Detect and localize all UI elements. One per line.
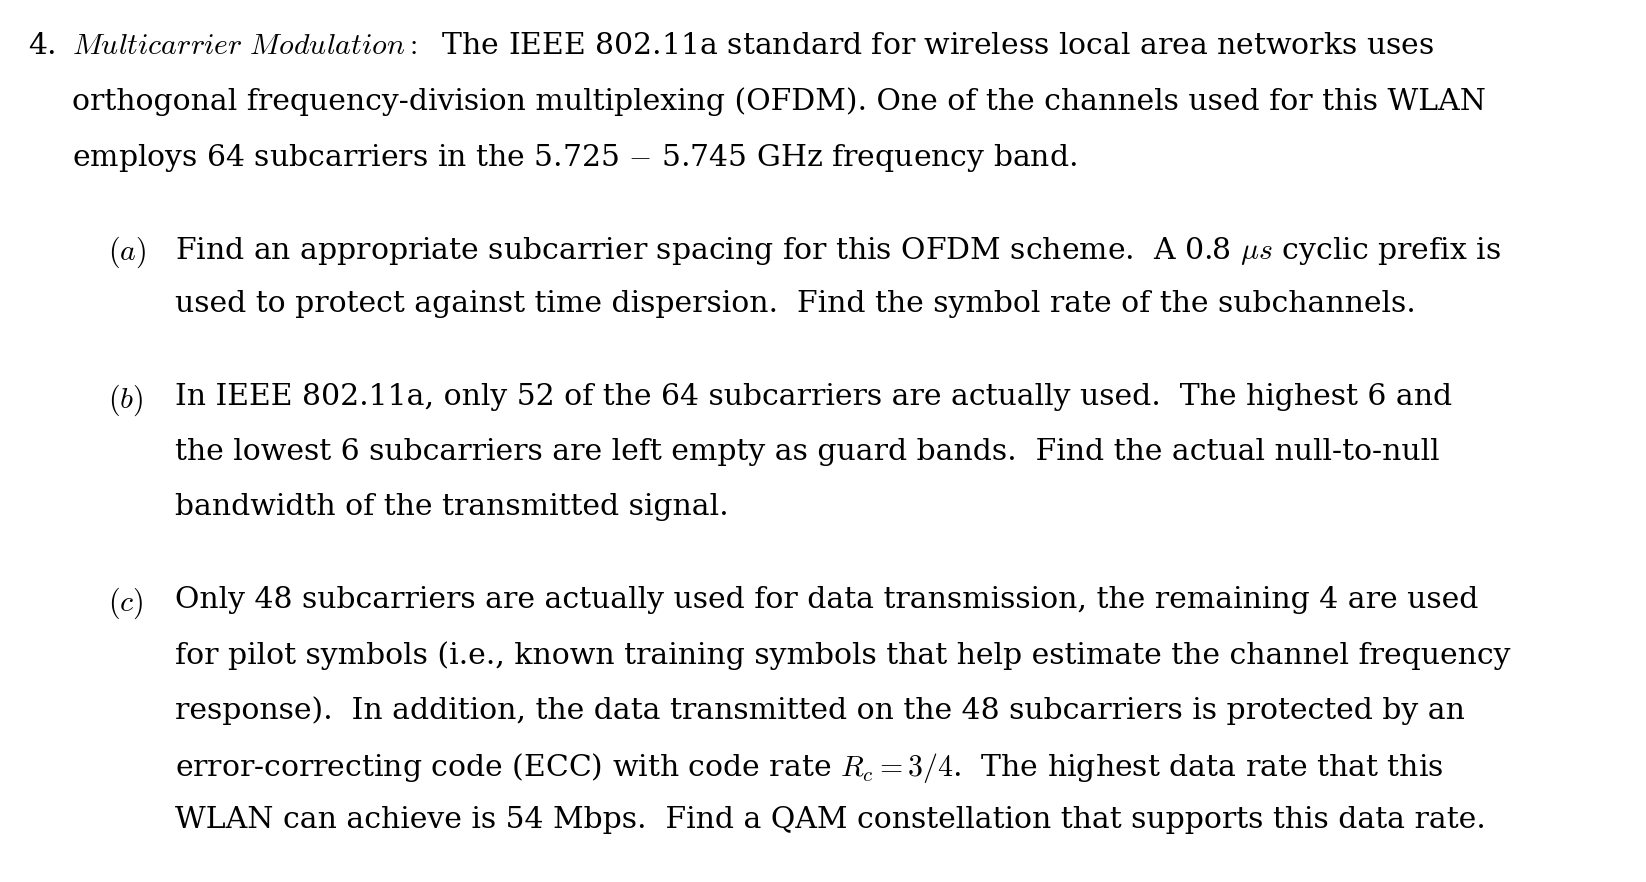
- Text: orthogonal frequency-division multiplexing (OFDM). One of the channels used for : orthogonal frequency-division multiplexi…: [72, 87, 1486, 116]
- Text: 4.: 4.: [28, 32, 56, 60]
- Text: employs 64 subcarriers in the 5.725 $-$ 5.745 GHz frequency band.: employs 64 subcarriers in the 5.725 $-$ …: [72, 142, 1076, 174]
- Text: WLAN can achieve is 54 Mbps.  Find a QAM constellation that supports this data r: WLAN can achieve is 54 Mbps. Find a QAM …: [174, 806, 1486, 834]
- Text: $\mathit{(a)}$: $\mathit{(a)}$: [109, 235, 146, 271]
- Text: $\mathit{(b)}$: $\mathit{(b)}$: [109, 383, 143, 418]
- Text: used to protect against time dispersion.  Find the symbol rate of the subchannel: used to protect against time dispersion.…: [174, 290, 1416, 318]
- Text: bandwidth of the transmitted signal.: bandwidth of the transmitted signal.: [174, 493, 729, 521]
- Text: the lowest 6 subcarriers are left empty as guard bands.  Find the actual null-to: the lowest 6 subcarriers are left empty …: [174, 438, 1440, 466]
- Text: error-correcting code (ECC) with code rate $R_c = 3/4$.  The highest data rate t: error-correcting code (ECC) with code ra…: [174, 751, 1444, 785]
- Text: Only 48 subcarriers are actually used for data transmission, the remaining 4 are: Only 48 subcarriers are actually used fo…: [174, 586, 1478, 614]
- Text: $\mathit{(c)}$: $\mathit{(c)}$: [109, 586, 143, 622]
- Text: Find an appropriate subcarrier spacing for this OFDM scheme.  A 0.8 $\mu s$ cycl: Find an appropriate subcarrier spacing f…: [174, 235, 1501, 267]
- Text: for pilot symbols (i.e., known training symbols that help estimate the channel f: for pilot symbols (i.e., known training …: [174, 641, 1511, 669]
- Text: In IEEE 802.11a, only 52 of the 64 subcarriers are actually used.  The highest 6: In IEEE 802.11a, only 52 of the 64 subca…: [174, 383, 1452, 411]
- Text: response).  In addition, the data transmitted on the 48 subcarriers is protected: response). In addition, the data transmi…: [174, 696, 1465, 725]
- Text: $\mathit{Multicarrier\ Modulation:}$  The IEEE 802.11a standard for wireless loc: $\mathit{Multicarrier\ Modulation:}$ The…: [72, 32, 1434, 60]
